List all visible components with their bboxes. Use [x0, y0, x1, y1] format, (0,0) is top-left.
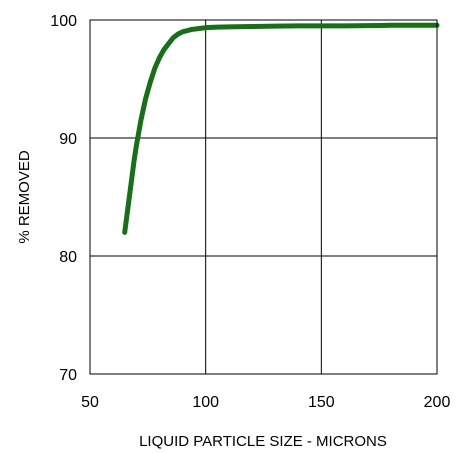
x-axis-title: LIQUID PARTICLE SIZE - MICRONS: [139, 433, 387, 450]
x-tick-label-50: 50: [81, 394, 99, 411]
x-tick-label-100: 100: [192, 394, 219, 411]
y-tick-label-100: 100: [50, 13, 77, 30]
plot-frame: [89, 19, 438, 375]
y-tick-label-80: 80: [59, 249, 77, 266]
grid-lines: [90, 20, 437, 374]
series-layer: [122, 22, 440, 235]
x-tick-label-150: 150: [308, 394, 335, 411]
y-tick-labels: 70 80 90 100: [50, 13, 77, 384]
y-tick-label-70: 70: [59, 367, 77, 384]
y-tick-label-90: 90: [59, 131, 77, 148]
y-axis-title: % REMOVED: [16, 150, 33, 244]
x-tick-label-200: 200: [424, 394, 451, 411]
series-line-0: [122, 22, 440, 235]
x-tick-labels: 50 100 150 200: [81, 394, 450, 411]
